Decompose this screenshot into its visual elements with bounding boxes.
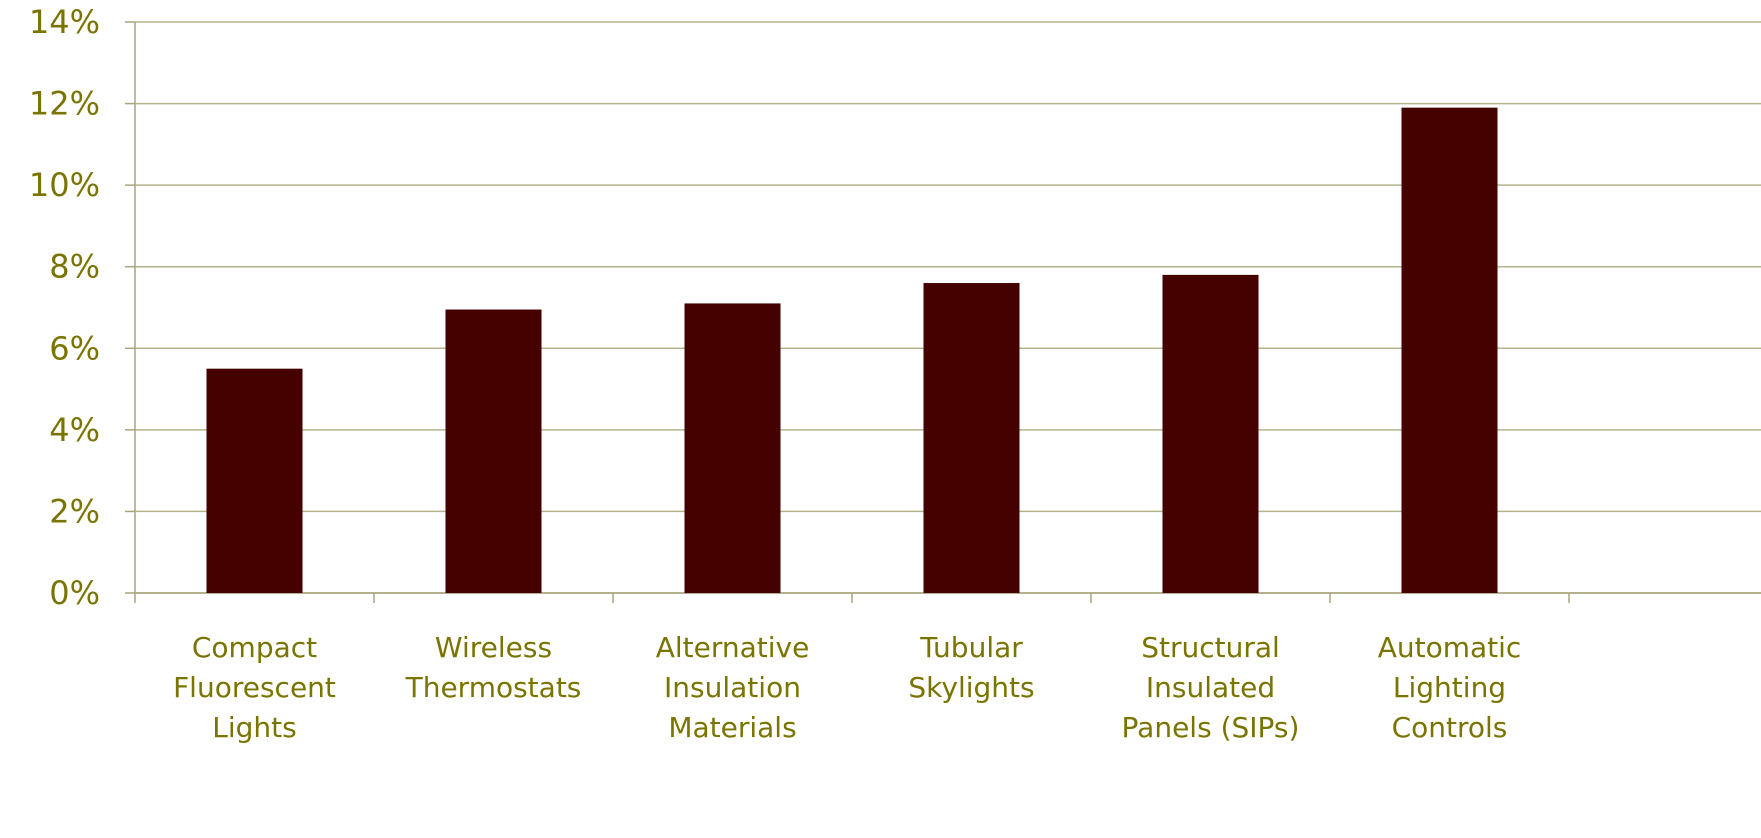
x-tick-label-line: Panels (SIPs): [1122, 711, 1300, 744]
bar-2: [684, 303, 781, 593]
bar-layer: [206, 107, 1498, 594]
x-tick-label-line: Materials: [668, 711, 796, 744]
x-tick-label-line: Controls: [1392, 711, 1508, 744]
y-tick-label-2: 4%: [49, 411, 100, 449]
x-tick-label-line: Insulation: [664, 671, 801, 704]
x-tick-label-line: Fluorescent: [173, 671, 336, 704]
x-tick-label-5: Automatic Lighting Controls: [1378, 631, 1522, 744]
x-tick-label-3: Tubular Skylights: [908, 631, 1034, 704]
x-tick-label-1: Wireless Thermostats: [405, 631, 582, 704]
x-tick-label-line: Thermostats: [405, 671, 582, 704]
x-tick-label-line: Automatic: [1378, 631, 1522, 664]
x-tick-label-line: Compact: [192, 631, 317, 664]
y-tick-label-4: 8%: [49, 248, 100, 286]
x-tick-label-line: Insulated: [1146, 671, 1275, 704]
y-tick-label-5: 10%: [29, 166, 100, 204]
x-tick-label-line: Alternative: [656, 631, 810, 664]
x-tick-label-line: Structural: [1141, 631, 1280, 664]
bar-1: [445, 309, 542, 593]
bar-3: [923, 283, 1020, 593]
bar-0: [206, 368, 303, 593]
x-tick-label-line: Wireless: [435, 631, 552, 664]
x-tick-label-4: Structural Insulated Panels (SIPs): [1122, 631, 1300, 744]
x-tick-label-line: Lighting: [1393, 671, 1506, 704]
x-tick-label-2: Alternative Insulation Materials: [656, 631, 810, 744]
x-tick-label-line: Tubular: [919, 631, 1023, 664]
x-tick-label-line: Lights: [212, 711, 296, 744]
y-tick-label-1: 2%: [49, 492, 100, 530]
y-tick-label-7: 14%: [29, 3, 100, 41]
y-axis-tick-labels: 0% 2% 4% 6% 8% 10% 12% 14%: [29, 3, 100, 612]
x-tick-label-line: Skylights: [908, 671, 1034, 704]
x-axis-tick-labels: Compact Fluorescent Lights Wireless Thermost…: [173, 631, 1521, 744]
y-tick-label-0: 0%: [49, 574, 100, 612]
x-tick-label-0: Compact Fluorescent Lights: [173, 631, 336, 744]
bar-5: [1401, 107, 1498, 594]
y-tick-label-3: 6%: [49, 329, 100, 367]
bar-4: [1162, 274, 1259, 593]
y-tick-label-6: 12%: [29, 85, 100, 123]
